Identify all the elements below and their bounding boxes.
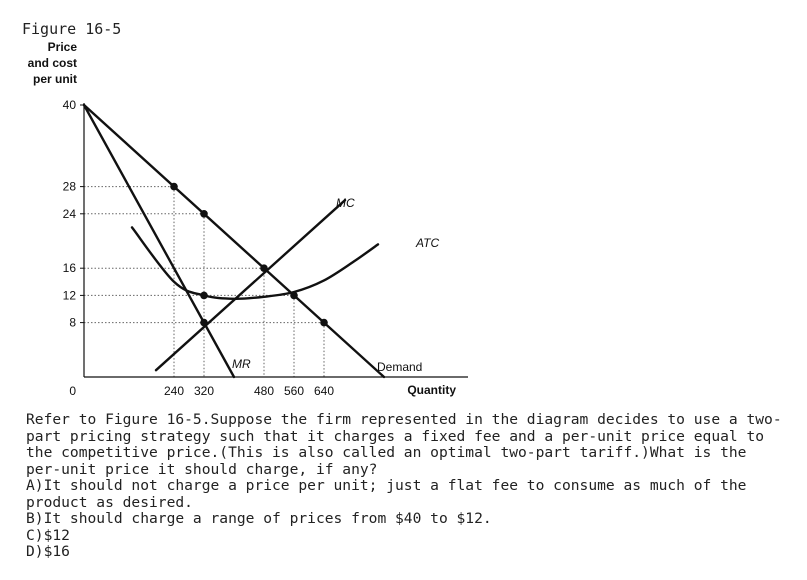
x-tick-label: 480	[254, 384, 274, 398]
option-b[interactable]: B)It should charge a range of prices fro…	[26, 510, 492, 527]
axes	[80, 103, 468, 378]
mc-curve	[154, 199, 347, 372]
option-d[interactable]: D)$16	[26, 543, 70, 560]
markers	[170, 182, 328, 327]
y-axis-title: and cost	[28, 56, 77, 70]
y-tick-label: 8	[69, 316, 76, 330]
atc-curve-label: ATC	[415, 236, 439, 250]
y-tick-label: 16	[63, 261, 77, 275]
demand-curve	[82, 103, 386, 379]
figure-caption: Figure 16-5	[22, 20, 122, 38]
intersection-point	[170, 182, 178, 191]
y-tick-label: 12	[63, 288, 77, 302]
intersection-point	[200, 291, 208, 300]
demand-curve-label: Demand	[377, 360, 422, 374]
curves	[82, 103, 386, 379]
atc-curve	[130, 226, 380, 301]
x-tick-label: 240	[164, 384, 184, 398]
labels: 40 28 24 16 12 8 0 240 320 480 560 640 Price and cost…	[28, 40, 457, 398]
y-tick-label: 28	[63, 180, 77, 194]
y-axis-title: per unit	[33, 72, 77, 86]
option-a[interactable]: A)It should not charge a price per unit;…	[26, 477, 747, 511]
question-block: Refer to Figure 16-5.Suppose the firm re…	[26, 411, 786, 561]
mr-curve-label: MR	[232, 357, 251, 371]
option-c[interactable]: C)$12	[26, 526, 70, 544]
intersection-point	[320, 318, 328, 327]
x-tick-label: 320	[194, 384, 214, 398]
intersection-point	[290, 291, 298, 300]
x-tick-label: 560	[284, 384, 304, 398]
x-axis-title: Quantity	[407, 383, 456, 397]
x-tick-label: 640	[314, 384, 334, 398]
mr-curve	[82, 103, 236, 379]
intersection-point	[200, 210, 208, 218]
chart: 40 28 24 16 12 8 0 240 320 480 560 640 Price and cost…	[28, 40, 468, 398]
question-stem: Refer to Figure 16-5.Suppose the firm re…	[26, 411, 782, 478]
origin-label: 0	[69, 384, 76, 398]
y-tick-label: 24	[63, 207, 77, 221]
y-tick-label: 40	[63, 98, 77, 112]
y-axis-title: Price	[48, 40, 78, 54]
mc-curve-label: MC	[336, 196, 355, 210]
intersection-point	[260, 264, 268, 273]
intersection-point	[200, 318, 208, 327]
